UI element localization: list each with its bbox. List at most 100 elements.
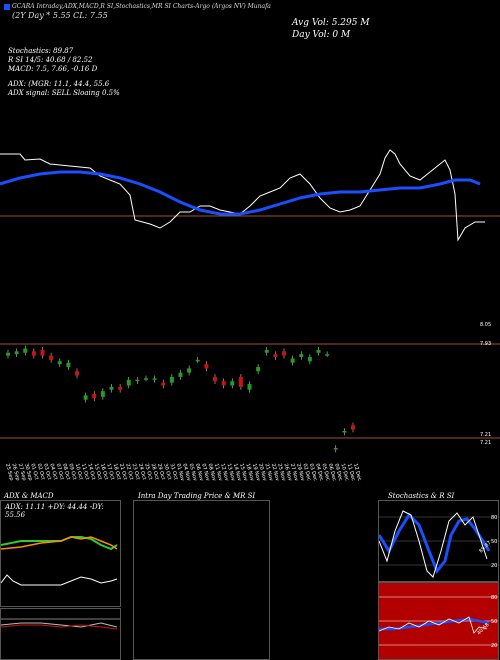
stochastics-title: Stochastics & R SI [388, 492, 455, 500]
candle-body [290, 358, 295, 363]
date-tick-label: 15 Nov [238, 463, 248, 482]
adx-value: ADX: (MGR: 11.1, 44.4, 55.6 [8, 80, 110, 88]
date-tick-label: 04 Oct [48, 463, 58, 481]
price-label-lower: 7.21 [480, 432, 492, 438]
candle-body [238, 376, 243, 387]
rsi-current-label: 40.68 [476, 622, 490, 636]
macd-panel [0, 608, 121, 660]
candle-body [204, 364, 209, 369]
candle-body [100, 391, 105, 397]
rsi-tick-20: 20 [491, 643, 497, 649]
candle-body [109, 386, 114, 390]
date-tick-label: 07 Oct [55, 463, 65, 481]
date-tick-label: 26 Sep [10, 463, 20, 481]
date-tick-label: 25 Nov [276, 463, 286, 482]
date-tick-label: 21 Nov [263, 463, 273, 482]
candle-body [135, 379, 140, 382]
date-tick-label: 08 Nov [207, 463, 217, 482]
candle-body [118, 386, 123, 390]
candle-body [31, 351, 36, 356]
candle-body [92, 394, 97, 399]
date-tick-label: 27 Sep [17, 463, 27, 481]
date-tick-label: 10 Dec [339, 463, 349, 482]
date-tick-label: 14 Nov [232, 463, 242, 482]
candle-body [161, 382, 166, 386]
moving-average-chart [0, 149, 500, 242]
date-tick-label: 18 Oct [112, 463, 122, 481]
price-label-bottom: 7.21 [480, 440, 492, 446]
date-tick-label: 27 Nov [289, 463, 299, 482]
stoch-d-line [379, 512, 491, 574]
date-tick-label: 08 Oct [61, 463, 71, 481]
rsi-panel: 80 50 20 40.68 [378, 582, 499, 660]
date-tick-label: 29 Nov [295, 463, 305, 482]
candle-body [264, 349, 269, 353]
candle-body [57, 361, 62, 365]
candle-body [221, 381, 226, 386]
date-tick-label: 09 Oct [67, 463, 77, 481]
candle-body [83, 395, 88, 400]
date-tick-label: 12 Dec [352, 463, 362, 482]
macd-lines [1, 618, 120, 630]
macd-line [1, 622, 118, 628]
rsi-line [379, 616, 488, 634]
candles-group [6, 345, 355, 453]
date-tick-label: 28 Oct [150, 463, 160, 481]
date-tick-label: 22 Nov [270, 463, 280, 482]
candle-body [195, 359, 200, 362]
price-label-top: 8.05 [480, 322, 492, 328]
date-tick-label: 03 Oct [42, 463, 52, 481]
candle-body [14, 351, 19, 355]
candle-body [144, 378, 148, 380]
stoch-tick-80: 80 [491, 515, 497, 521]
date-tick-label: 20 Nov [257, 463, 267, 482]
date-tick-label: 31 Oct [169, 463, 179, 481]
stochastics-panel: 80 50 20 89.87 [378, 500, 499, 582]
date-tick-label: 06 Dec [327, 463, 337, 482]
candle-body [169, 376, 174, 383]
date-tick-label: 17 Oct [105, 463, 115, 481]
date-tick-label: 10 Oct [74, 463, 84, 481]
candle-body [299, 354, 304, 358]
date-tick-label: 30 Oct [162, 463, 172, 481]
stochastics-value: Stochastics: 89.87 [8, 47, 74, 55]
date-tick-label: 18 Nov [245, 463, 255, 482]
candle-body [40, 349, 45, 356]
candle-body [49, 355, 54, 360]
rsi-tick-80: 80 [491, 595, 497, 601]
date-tick-label: 26 Nov [282, 463, 292, 482]
date-tick-label: 01 Nov [175, 463, 185, 482]
date-tick-label: 30 Sep [23, 463, 33, 481]
date-tick-label: 11 Nov [213, 463, 223, 482]
date-tick-label: 07 Nov [200, 463, 210, 482]
signal-line [1, 624, 118, 630]
header-title: GCARA Intraday,ADX,MACD,R SI,Stochastics… [12, 3, 271, 10]
candle-body [23, 348, 28, 353]
candle-body [247, 384, 252, 390]
date-tick-label: 21 Oct [118, 463, 128, 481]
date-tick-label: 22 Oct [124, 463, 134, 481]
rsi-lines: 80 50 20 40.68 [379, 595, 498, 649]
candle-body [66, 362, 71, 367]
candle-body [6, 352, 10, 356]
stoch-tick-50: 50 [491, 539, 497, 545]
date-tick-label: 05 Nov [188, 463, 198, 482]
header-line-2: (2Y Day * 5.55 CL: 7.55 [12, 11, 108, 20]
date-tick-label: 19 Nov [251, 463, 261, 482]
date-tick-label: 13 Nov [226, 463, 236, 482]
candle-body [213, 376, 217, 382]
intraday-title: Intra Day Trading Price & MR SI [138, 492, 256, 500]
date-tick-label: 24 Oct [137, 463, 147, 481]
date-tick-label: 23 Oct [131, 463, 141, 481]
price-label-upper: 7.93 [480, 341, 492, 347]
candle-body [152, 378, 157, 380]
stoch-current-label: 89.87 [478, 540, 492, 554]
candle-body [126, 379, 131, 386]
candle-body [316, 349, 321, 353]
candle-body [273, 354, 278, 358]
avg-volume: Avg Vol: 5.295 M [292, 18, 370, 28]
rsi-ma-line [379, 617, 490, 631]
adx-line [1, 574, 118, 586]
candle-body [351, 425, 355, 430]
